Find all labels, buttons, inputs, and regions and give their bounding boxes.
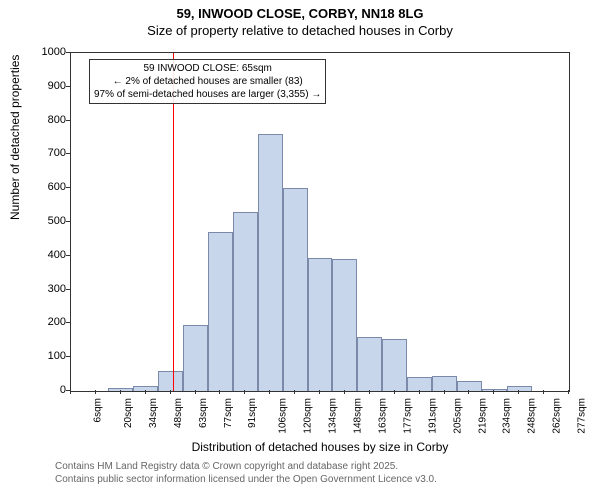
x-tick-label: 234sqm [502, 398, 513, 434]
x-tick-mark [568, 390, 569, 394]
x-tick-label: 163sqm [377, 398, 388, 434]
x-axis-label: Distribution of detached houses by size … [70, 440, 570, 454]
y-tick-mark [66, 322, 70, 323]
x-tick-mark [369, 390, 370, 394]
footer: Contains HM Land Registry data © Crown c… [55, 460, 437, 486]
y-tick-label: 1000 [42, 46, 66, 58]
x-tick-label: 205sqm [452, 398, 463, 434]
y-axis-label: Number of detached properties [8, 55, 22, 220]
x-tick-mark [344, 390, 345, 394]
annotation-line3: 97% of semi-detached houses are larger (… [94, 88, 321, 101]
x-tick-label: 262sqm [552, 398, 563, 434]
y-tick-mark [66, 356, 70, 357]
y-tick-mark [66, 86, 70, 87]
chart-container: 59, INWOOD CLOSE, CORBY, NN18 8LG Size o… [0, 0, 600, 500]
x-tick-mark [145, 390, 146, 394]
x-tick-label: 191sqm [427, 398, 438, 434]
x-tick-mark [419, 390, 420, 394]
footer-line1: Contains HM Land Registry data © Crown c… [55, 460, 437, 473]
y-tick-mark [66, 255, 70, 256]
x-tick-label: 277sqm [577, 398, 588, 434]
x-tick-mark [244, 390, 245, 394]
title-block: 59, INWOOD CLOSE, CORBY, NN18 8LG Size o… [0, 0, 600, 38]
histogram-bar [208, 232, 233, 391]
y-tick-mark [66, 187, 70, 188]
x-tick-mark [468, 390, 469, 394]
histogram-bar [382, 339, 407, 391]
y-tick-label: 600 [48, 181, 66, 193]
x-tick-mark [444, 390, 445, 394]
x-tick-mark [294, 390, 295, 394]
histogram-bar [308, 258, 333, 392]
title-line1: 59, INWOOD CLOSE, CORBY, NN18 8LG [0, 6, 600, 21]
y-tick-label: 300 [48, 283, 66, 295]
x-tick-label: 219sqm [477, 398, 488, 434]
x-tick-mark [319, 390, 320, 394]
y-tick-label: 700 [48, 147, 66, 159]
x-tick-label: 48sqm [173, 398, 184, 428]
y-tick-mark [66, 289, 70, 290]
x-tick-mark [170, 390, 171, 394]
histogram-bar [407, 377, 432, 391]
histogram-bar [258, 134, 283, 391]
histogram-bar [133, 386, 158, 391]
x-tick-label: 148sqm [353, 398, 364, 434]
x-tick-label: 134sqm [328, 398, 339, 434]
x-tick-label: 34sqm [148, 398, 159, 428]
y-tick-mark [66, 153, 70, 154]
x-tick-mark [543, 390, 544, 394]
x-tick-label: 6sqm [92, 398, 103, 422]
y-tick-label: 100 [48, 350, 66, 362]
x-tick-mark [518, 390, 519, 394]
y-tick-label: 500 [48, 215, 66, 227]
x-tick-mark [394, 390, 395, 394]
histogram-bar [357, 337, 382, 391]
x-tick-label: 77sqm [223, 398, 234, 428]
x-tick-mark [195, 390, 196, 394]
x-tick-mark [120, 390, 121, 394]
annotation-box: 59 INWOOD CLOSE: 65sqm ← 2% of detached … [89, 59, 326, 104]
histogram-bar [432, 376, 457, 391]
histogram-bar [158, 371, 183, 391]
annotation-line1: 59 INWOOD CLOSE: 65sqm [94, 62, 321, 75]
title-line2: Size of property relative to detached ho… [0, 23, 600, 38]
y-tick-label: 900 [48, 80, 66, 92]
annotation-line2: ← 2% of detached houses are smaller (83) [94, 75, 321, 88]
x-tick-mark [269, 390, 270, 394]
y-tick-mark [66, 120, 70, 121]
plot-area: 59 INWOOD CLOSE: 65sqm ← 2% of detached … [70, 52, 570, 392]
x-tick-mark [70, 390, 71, 394]
histogram-bar [332, 259, 357, 391]
x-tick-mark [95, 390, 96, 394]
histogram-bar [507, 386, 532, 391]
x-tick-label: 63sqm [198, 398, 209, 428]
x-tick-mark [493, 390, 494, 394]
x-tick-label: 248sqm [527, 398, 538, 434]
y-tick-mark [66, 52, 70, 53]
x-tick-label: 20sqm [123, 398, 134, 428]
x-tick-mark [219, 390, 220, 394]
y-tick-label: 400 [48, 249, 66, 261]
y-tick-mark [66, 221, 70, 222]
y-tick-label: 800 [48, 114, 66, 126]
x-tick-label: 177sqm [402, 398, 413, 434]
histogram-bar [233, 212, 258, 391]
x-tick-label: 91sqm [247, 398, 258, 428]
footer-line2: Contains public sector information licen… [55, 473, 437, 486]
y-tick-label: 200 [48, 316, 66, 328]
x-tick-label: 120sqm [303, 398, 314, 434]
histogram-bar [283, 188, 308, 391]
x-tick-label: 106sqm [278, 398, 289, 434]
histogram-bar [183, 325, 208, 391]
